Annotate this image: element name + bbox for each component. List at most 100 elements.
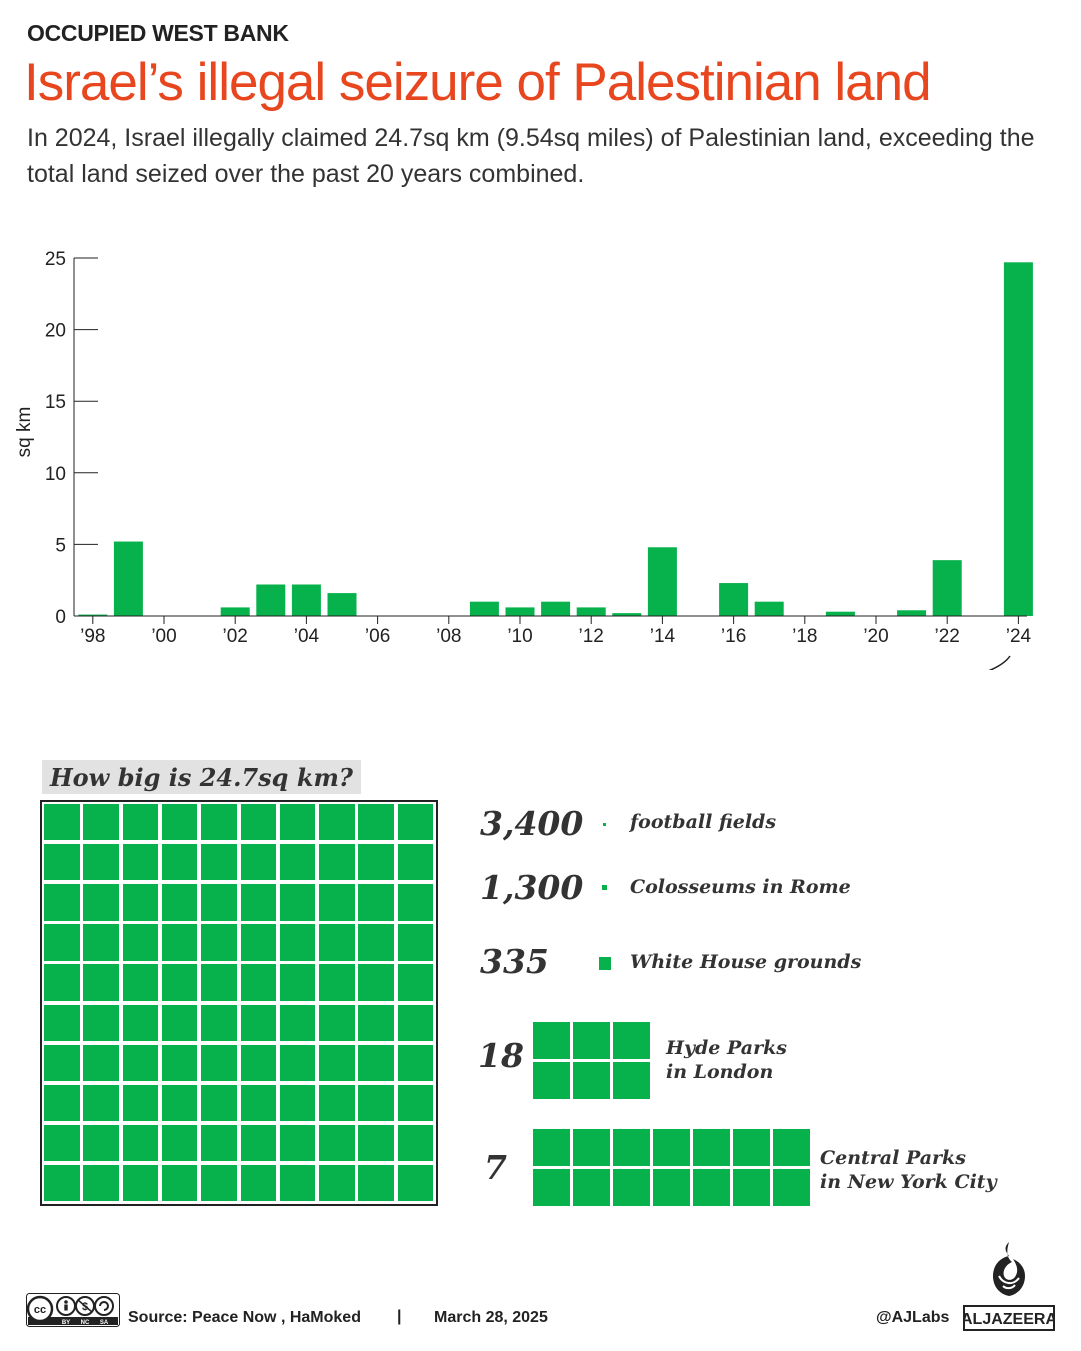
central-park-square: [573, 1129, 610, 1166]
colosseum-count: 1,300: [480, 868, 584, 907]
grid-square: [122, 964, 159, 1001]
central-park-square: [733, 1169, 770, 1206]
central-park-square: [733, 1129, 770, 1166]
hyde-park-grid: [533, 1022, 652, 1100]
grid-square: [279, 1084, 316, 1122]
grid-square: [44, 1044, 80, 1081]
grid-square: [201, 884, 237, 921]
y-tick-label: 5: [55, 535, 66, 556]
x-tick-label: ’14: [650, 626, 676, 647]
central-park-square: [533, 1129, 570, 1166]
bar-2022: [932, 560, 962, 616]
grid-square: [358, 1084, 394, 1122]
footer-separator: |: [397, 1308, 402, 1325]
grid-square: [358, 1164, 394, 1202]
grid-square: [319, 1164, 355, 1202]
grid-square: [83, 1044, 119, 1081]
grid-square: [83, 844, 119, 881]
grid-square: [240, 1084, 277, 1122]
central-park-count: 7: [484, 1148, 507, 1187]
grid-square: [201, 1084, 237, 1122]
central-park-label-line2: in New York City: [820, 1171, 997, 1193]
x-tick-label: ’20: [863, 626, 888, 647]
hyde-park-label: Hyde Parks in London: [666, 1036, 787, 1084]
kicker: OCCUPIED WEST BANK: [27, 20, 289, 46]
bar-2019: [825, 611, 855, 616]
grid-square: [319, 964, 355, 1001]
hyde-park-square: [613, 1062, 650, 1099]
x-tick-label: ’98: [80, 626, 105, 647]
x-tick-label: ’24: [1006, 626, 1032, 647]
football-label: football fields: [630, 811, 777, 833]
bar-2004: [291, 584, 321, 616]
central-park-square: [773, 1169, 810, 1206]
comparison-question: How big is 24.7sq km?: [42, 760, 361, 794]
grid-square: [161, 1084, 198, 1122]
grid-square: [201, 964, 237, 1001]
grid-square: [397, 1084, 434, 1122]
football-field-square: [603, 823, 606, 826]
grid-square: [122, 1084, 159, 1122]
grid-square: [44, 1124, 80, 1162]
grid-square: [201, 924, 237, 961]
bar-chart: 0 5 10 15 20 25 ’98 ’00 ’02 ’04 ’06 ’08 ’10 ’12 ’14 ’1…: [14, 249, 1033, 670]
white-house-square: [599, 957, 611, 970]
hyde-park-label-line2: in London: [666, 1061, 774, 1083]
colosseum-label: Colosseums in Rome: [630, 876, 851, 898]
grid-square: [240, 1004, 277, 1041]
svg-text:SA: SA: [100, 1320, 109, 1326]
x-tick-label: ’18: [792, 626, 817, 647]
grid-square: [44, 844, 80, 881]
grid-square: [161, 1124, 198, 1162]
bars: [78, 262, 1033, 616]
grid-square: [201, 844, 237, 881]
grid-square: [397, 804, 434, 841]
central-park-label-line1: Central Parks: [820, 1147, 966, 1169]
grid-square: [201, 1044, 237, 1081]
grid-square: [358, 924, 394, 961]
grid-square: [122, 804, 159, 841]
central-park-square: [773, 1129, 810, 1166]
hyde-park-square: [573, 1062, 610, 1099]
bar-2014: [647, 547, 677, 616]
grid-square: [44, 884, 80, 921]
grid-square: [319, 1084, 355, 1122]
grid-square: [240, 1124, 277, 1162]
central-park-square: [693, 1129, 730, 1166]
hyde-park-square: [613, 1022, 650, 1059]
grid-square: [358, 804, 394, 841]
bar-1998: [78, 614, 108, 616]
x-tick-label: ’12: [579, 626, 604, 647]
grid-square: [358, 1044, 394, 1081]
grid-square: [279, 844, 316, 881]
white-house-label: White House grounds: [630, 951, 862, 973]
grid-square: [397, 964, 434, 1001]
grid-square: [397, 1124, 434, 1162]
grid-square: [122, 1044, 159, 1081]
central-park-label: Central Parks in New York City: [820, 1146, 997, 1194]
grid-square: [201, 1004, 237, 1041]
grid-square: [122, 924, 159, 961]
y-tick-label: 0: [55, 607, 66, 628]
central-park-square: [533, 1169, 570, 1206]
grid-square: [279, 884, 316, 921]
y-tick-label: 10: [45, 464, 66, 485]
grid-square: [44, 1084, 80, 1122]
x-tick-label: ’16: [721, 626, 746, 647]
area-grid-100: [40, 800, 438, 1206]
hyde-park-square: [533, 1022, 570, 1059]
grid-square: [240, 884, 277, 921]
bar-2013: [612, 613, 642, 616]
bar-2016: [719, 583, 749, 616]
grid-square: [358, 1124, 394, 1162]
grid-square: [279, 1164, 316, 1202]
x-axis: ’98 ’00 ’02 ’04 ’06 ’08 ’10 ’12 ’14 ’16 ’18 ’20 ’22 ’…: [74, 615, 1032, 647]
grid-square: [240, 924, 277, 961]
grid-square: [201, 1164, 237, 1202]
central-park-grid: [533, 1129, 811, 1207]
y-tick-label: 25: [45, 249, 66, 270]
central-park-square: [613, 1129, 650, 1166]
football-count: 3,400: [480, 804, 584, 843]
bar-2002: [220, 607, 250, 616]
hyde-park-square: [533, 1062, 570, 1099]
